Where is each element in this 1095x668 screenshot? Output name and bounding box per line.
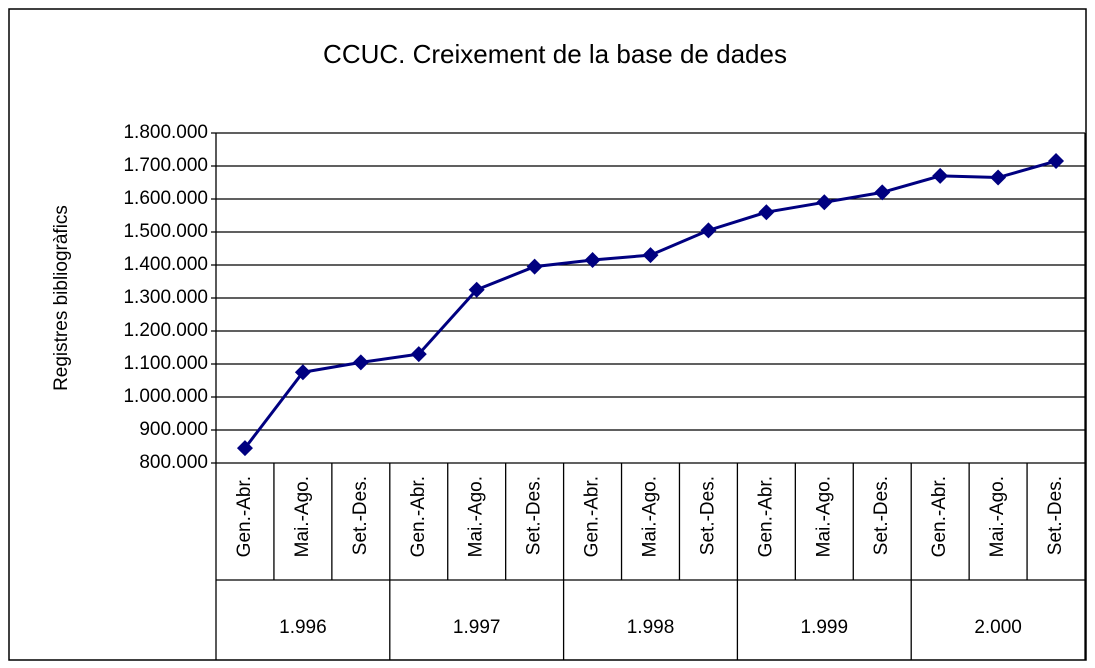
group-label: 2.000 — [974, 617, 1022, 638]
group-label: 1.998 — [627, 617, 675, 638]
x-tick-label: Mai.-Ago. — [813, 476, 834, 557]
marker — [874, 184, 891, 201]
x-tick-label: Set.-Des. — [350, 476, 371, 555]
marker — [642, 247, 659, 264]
y-tick-label: 1.500.000 — [123, 221, 208, 242]
marker — [468, 281, 485, 298]
marker — [932, 167, 949, 184]
group-label: 1.997 — [453, 617, 501, 638]
x-tick-label: Gen.-Abr. — [408, 476, 429, 557]
x-tick-label: Set.-Des. — [697, 476, 718, 555]
group-label: 1.996 — [279, 617, 327, 638]
chart-frame — [8, 8, 1087, 661]
x-tick-label: Mai.-Ago. — [292, 476, 313, 557]
y-tick-label: 1.600.000 — [123, 188, 208, 209]
marker — [352, 354, 369, 371]
x-tick-label: Gen.-Abr. — [755, 476, 776, 557]
y-tick-label: 1.400.000 — [123, 254, 208, 275]
x-tick-label: Mai.-Ago. — [987, 476, 1008, 557]
x-tick-label: Set.-Des. — [871, 476, 892, 555]
marker — [526, 258, 543, 275]
chart-title: CCUC. Creixement de la base de dades — [323, 39, 787, 69]
marker — [410, 346, 427, 363]
marker — [816, 194, 833, 211]
y-tick-label: 900.000 — [139, 419, 208, 440]
x-tick-label: Mai.-Ago. — [466, 476, 487, 557]
marker — [990, 169, 1007, 186]
x-tick-label: Set.-Des. — [1045, 476, 1066, 555]
x-tick-label: Set.-Des. — [524, 476, 545, 555]
marker — [584, 252, 601, 269]
y-tick-label: 1.800.000 — [123, 122, 208, 143]
y-tick-label: 1.000.000 — [123, 386, 208, 407]
marker — [700, 222, 717, 239]
marker — [1048, 153, 1065, 170]
marker — [294, 364, 311, 381]
group-label: 1.999 — [801, 617, 849, 638]
x-tick-label: Mai.-Ago. — [640, 476, 661, 557]
y-tick-label: 800.000 — [139, 452, 208, 473]
y-tick-label: 1.700.000 — [123, 155, 208, 176]
y-tick-label: 1.300.000 — [123, 287, 208, 308]
x-tick-label: Gen.-Abr. — [582, 476, 603, 557]
y-tick-label: 1.200.000 — [123, 320, 208, 341]
x-tick-label: Gen.-Abr. — [929, 476, 950, 557]
y-tick-label: 1.100.000 — [123, 353, 208, 374]
y-axis-label: Registres bibliogràfics — [51, 205, 72, 391]
x-tick-label: Gen.-Abr. — [234, 476, 255, 557]
marker — [758, 204, 775, 221]
marker — [236, 440, 253, 457]
